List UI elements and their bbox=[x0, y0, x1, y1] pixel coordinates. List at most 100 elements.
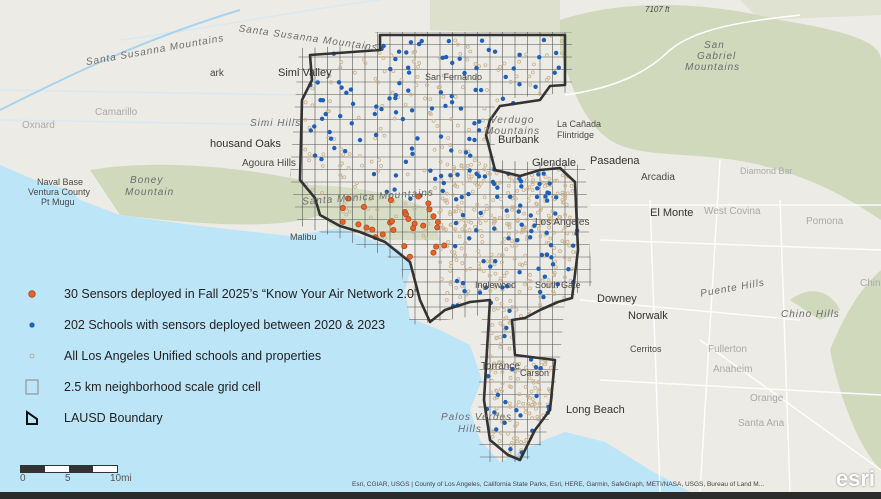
school-dot[interactable] bbox=[340, 161, 344, 166]
sensor-2025-dot[interactable] bbox=[425, 200, 432, 207]
sensor-2020-dot[interactable] bbox=[406, 70, 412, 75]
school-dot[interactable] bbox=[521, 188, 526, 192]
school-dot[interactable] bbox=[560, 173, 565, 178]
school-dot[interactable] bbox=[498, 65, 502, 69]
school-dot[interactable] bbox=[530, 188, 535, 193]
sensor-2020-dot[interactable] bbox=[539, 252, 545, 258]
school-dot[interactable] bbox=[448, 143, 453, 148]
school-dot[interactable] bbox=[500, 323, 505, 328]
school-dot[interactable] bbox=[507, 384, 512, 389]
school-dot[interactable] bbox=[303, 147, 308, 152]
school-dot[interactable] bbox=[498, 335, 503, 339]
sensor-2020-dot[interactable] bbox=[454, 278, 460, 284]
sensor-2020-dot[interactable] bbox=[371, 171, 377, 177]
school-dot[interactable] bbox=[347, 152, 352, 156]
sensor-2020-dot[interactable] bbox=[529, 228, 534, 234]
school-dot[interactable] bbox=[320, 163, 325, 168]
school-dot[interactable] bbox=[375, 207, 380, 212]
school-dot[interactable] bbox=[463, 253, 467, 258]
school-dot[interactable] bbox=[377, 50, 382, 55]
school-dot[interactable] bbox=[444, 297, 449, 302]
school-dot[interactable] bbox=[445, 290, 450, 295]
school-dot[interactable] bbox=[448, 268, 453, 273]
sensor-2020-dot[interactable] bbox=[403, 159, 409, 164]
school-dot[interactable] bbox=[460, 261, 465, 266]
school-dot[interactable] bbox=[560, 192, 565, 197]
school-dot[interactable] bbox=[479, 234, 484, 238]
sensor-2020-dot[interactable] bbox=[449, 93, 454, 99]
school-dot[interactable] bbox=[452, 209, 457, 214]
school-dot[interactable] bbox=[467, 228, 472, 232]
school-dot[interactable] bbox=[536, 210, 540, 215]
school-dot[interactable] bbox=[439, 222, 444, 227]
school-dot[interactable] bbox=[482, 195, 487, 200]
sensor-2020-dot[interactable] bbox=[528, 235, 533, 240]
school-dot[interactable] bbox=[506, 183, 511, 188]
school-dot[interactable] bbox=[481, 269, 486, 273]
school-dot[interactable] bbox=[453, 227, 458, 232]
school-dot[interactable] bbox=[424, 236, 429, 241]
school-dot[interactable] bbox=[441, 94, 446, 99]
school-dot[interactable] bbox=[530, 180, 535, 185]
school-dot[interactable] bbox=[476, 249, 481, 253]
sensor-2020-dot[interactable] bbox=[315, 80, 320, 85]
sensor-2020-dot[interactable] bbox=[463, 150, 469, 155]
sensor-2020-dot[interactable] bbox=[476, 119, 482, 124]
sensor-2020-dot[interactable] bbox=[538, 365, 543, 371]
school-dot[interactable] bbox=[543, 184, 547, 189]
school-dot[interactable] bbox=[523, 253, 528, 258]
sensor-2020-dot[interactable] bbox=[372, 111, 378, 117]
school-dot[interactable] bbox=[522, 441, 527, 446]
school-dot[interactable] bbox=[399, 78, 404, 82]
school-dot[interactable] bbox=[489, 379, 494, 383]
school-dot[interactable] bbox=[500, 360, 505, 365]
school-dot[interactable] bbox=[376, 169, 380, 174]
school-dot[interactable] bbox=[445, 162, 450, 167]
sensor-2025-dot[interactable] bbox=[430, 213, 437, 220]
school-dot[interactable] bbox=[338, 173, 343, 177]
school-dot[interactable] bbox=[353, 184, 357, 189]
school-dot[interactable] bbox=[356, 115, 361, 120]
school-dot[interactable] bbox=[439, 178, 444, 183]
school-dot[interactable] bbox=[452, 181, 456, 186]
school-dot[interactable] bbox=[562, 275, 567, 280]
sensor-2025-dot[interactable] bbox=[355, 221, 362, 228]
sensor-2020-dot[interactable] bbox=[467, 136, 472, 142]
school-dot[interactable] bbox=[445, 200, 449, 205]
school-dot[interactable] bbox=[329, 80, 333, 85]
sensor-2020-dot[interactable] bbox=[492, 226, 497, 231]
school-dot[interactable] bbox=[517, 289, 522, 294]
sensor-2020-dot[interactable] bbox=[449, 148, 454, 153]
school-dot[interactable] bbox=[310, 86, 315, 91]
school-dot[interactable] bbox=[518, 262, 523, 267]
school-dot[interactable] bbox=[502, 273, 507, 278]
sensor-2020-dot[interactable] bbox=[453, 197, 459, 202]
school-dot[interactable] bbox=[465, 44, 470, 49]
school-dot[interactable] bbox=[513, 403, 518, 408]
sensor-2020-dot[interactable] bbox=[440, 188, 445, 194]
school-dot[interactable] bbox=[458, 295, 463, 300]
sensor-2020-dot[interactable] bbox=[406, 88, 411, 93]
sensor-2020-dot[interactable] bbox=[350, 101, 356, 107]
school-dot[interactable] bbox=[510, 243, 515, 248]
school-dot[interactable] bbox=[433, 186, 437, 190]
school-dot[interactable] bbox=[494, 171, 499, 176]
school-dot[interactable] bbox=[563, 224, 568, 229]
sensor-2020-dot[interactable] bbox=[440, 55, 445, 60]
school-dot[interactable] bbox=[534, 201, 539, 206]
school-dot[interactable] bbox=[508, 404, 513, 409]
school-dot[interactable] bbox=[347, 209, 352, 214]
school-dot[interactable] bbox=[369, 159, 374, 164]
school-dot[interactable] bbox=[497, 253, 502, 258]
school-dot[interactable] bbox=[547, 225, 551, 230]
school-dot[interactable] bbox=[512, 361, 517, 366]
school-dot[interactable] bbox=[517, 392, 522, 397]
sensor-2020-dot[interactable] bbox=[476, 128, 482, 133]
school-dot[interactable] bbox=[342, 175, 347, 180]
school-dot[interactable] bbox=[552, 246, 557, 250]
sensor-2020-dot[interactable] bbox=[492, 49, 498, 54]
school-dot[interactable] bbox=[552, 230, 557, 235]
school-dot[interactable] bbox=[446, 136, 450, 140]
school-dot[interactable] bbox=[463, 268, 468, 272]
school-dot[interactable] bbox=[444, 198, 449, 203]
